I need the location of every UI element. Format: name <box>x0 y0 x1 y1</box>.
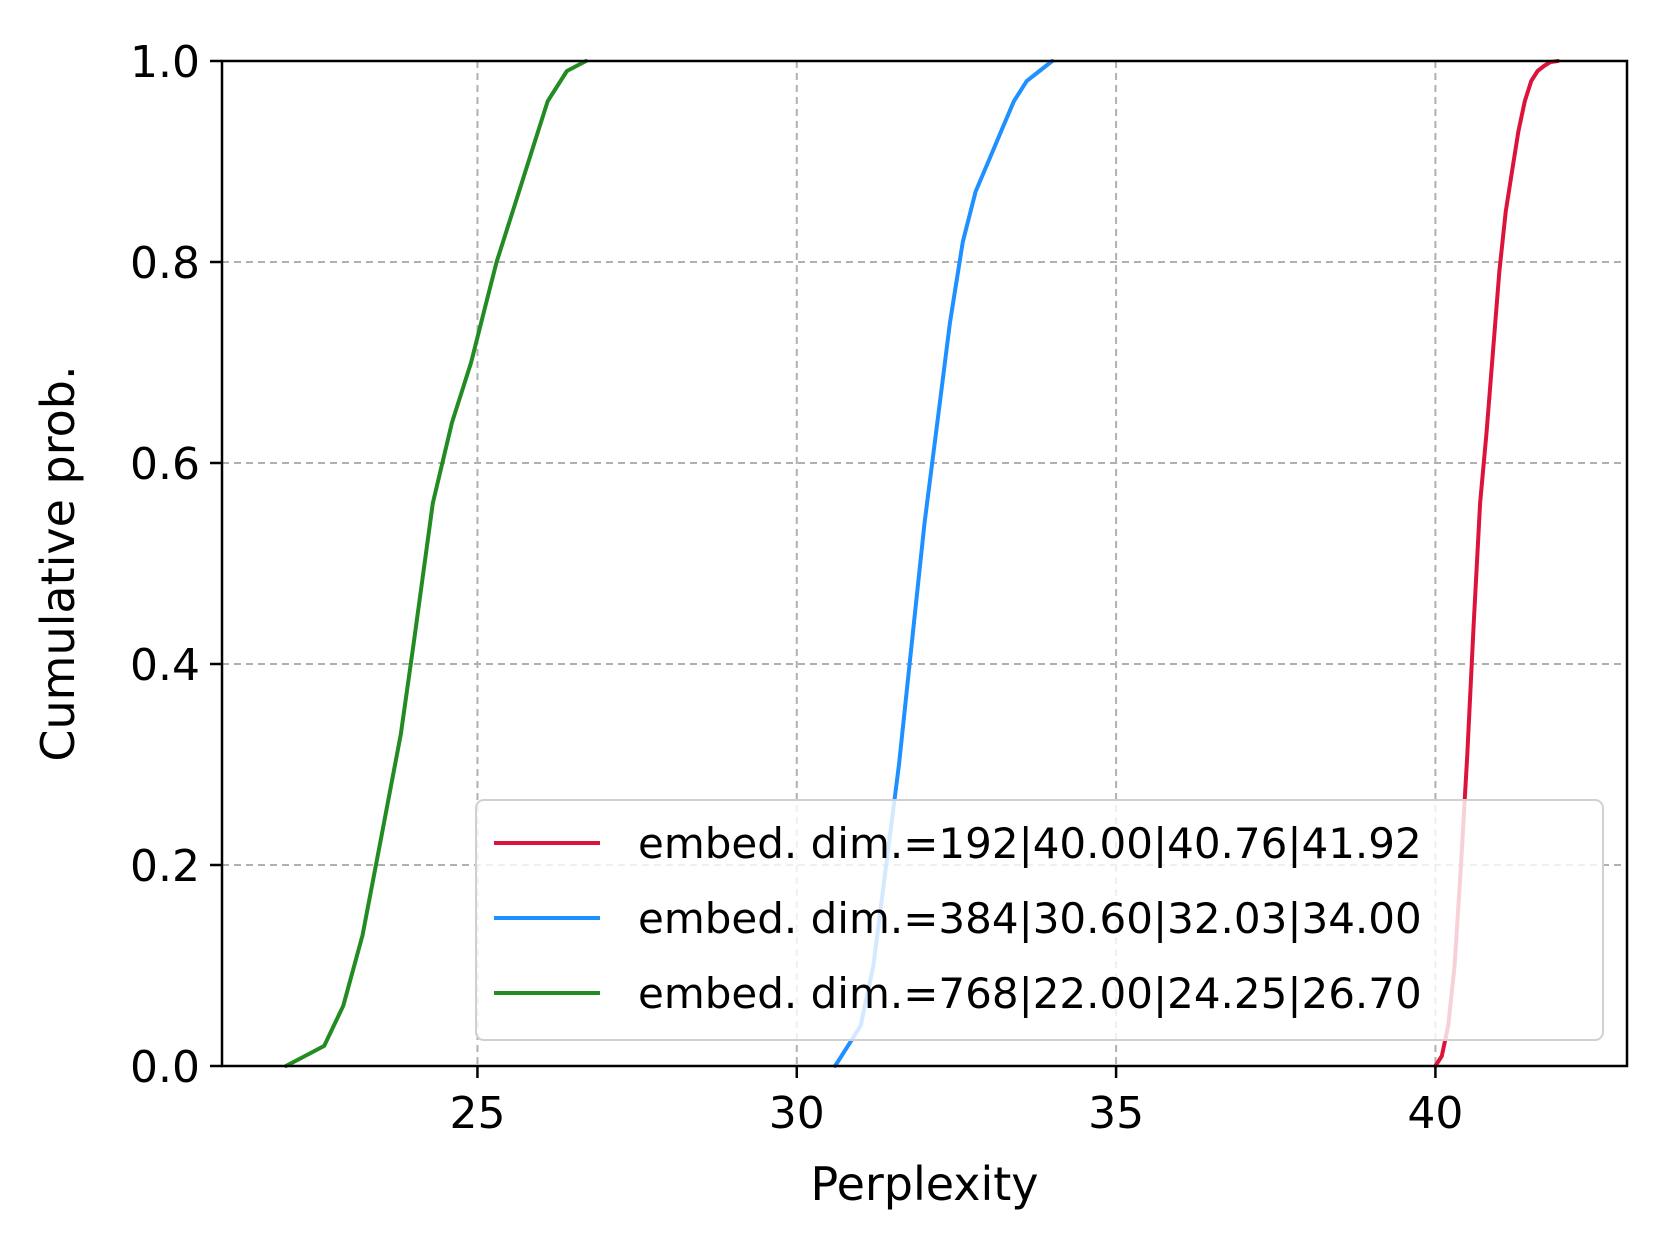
plot-frame <box>220 59 1629 1068</box>
x-tick-label: 40 <box>1407 1088 1463 1139</box>
legend-label: embed. dim.=768|22.00|24.25|26.70 <box>638 969 1422 1018</box>
y-tick-label: 0.8 <box>130 238 200 289</box>
series-line-2 <box>283 59 588 1068</box>
legend-label: embed. dim.=192|40.00|40.76|41.92 <box>638 819 1422 868</box>
x-tick-label: 30 <box>769 1088 825 1139</box>
x-tick-label: 25 <box>449 1088 505 1139</box>
x-tick-label: 35 <box>1088 1088 1144 1139</box>
y-tick-label: 0.6 <box>130 439 200 490</box>
y-tick-label: 0.2 <box>130 841 200 892</box>
ticks-layer: 25 30 35 40 0.0 0.2 0.4 0.6 0.8 1.0 <box>130 37 1463 1139</box>
y-tick-label: 1.0 <box>130 37 200 88</box>
legend-label: embed. dim.=384|30.60|32.03|34.00 <box>638 894 1422 943</box>
y-axis-label: Cumulative prob. <box>31 365 85 761</box>
legend: embed. dim.=192|40.00|40.76|41.92 embed. … <box>475 799 1604 1041</box>
y-tick-label: 0.4 <box>130 640 200 691</box>
legend-box <box>475 799 1604 1041</box>
x-axis-label: Perplexity <box>810 1157 1038 1211</box>
y-tick-label: 0.0 <box>130 1042 200 1093</box>
